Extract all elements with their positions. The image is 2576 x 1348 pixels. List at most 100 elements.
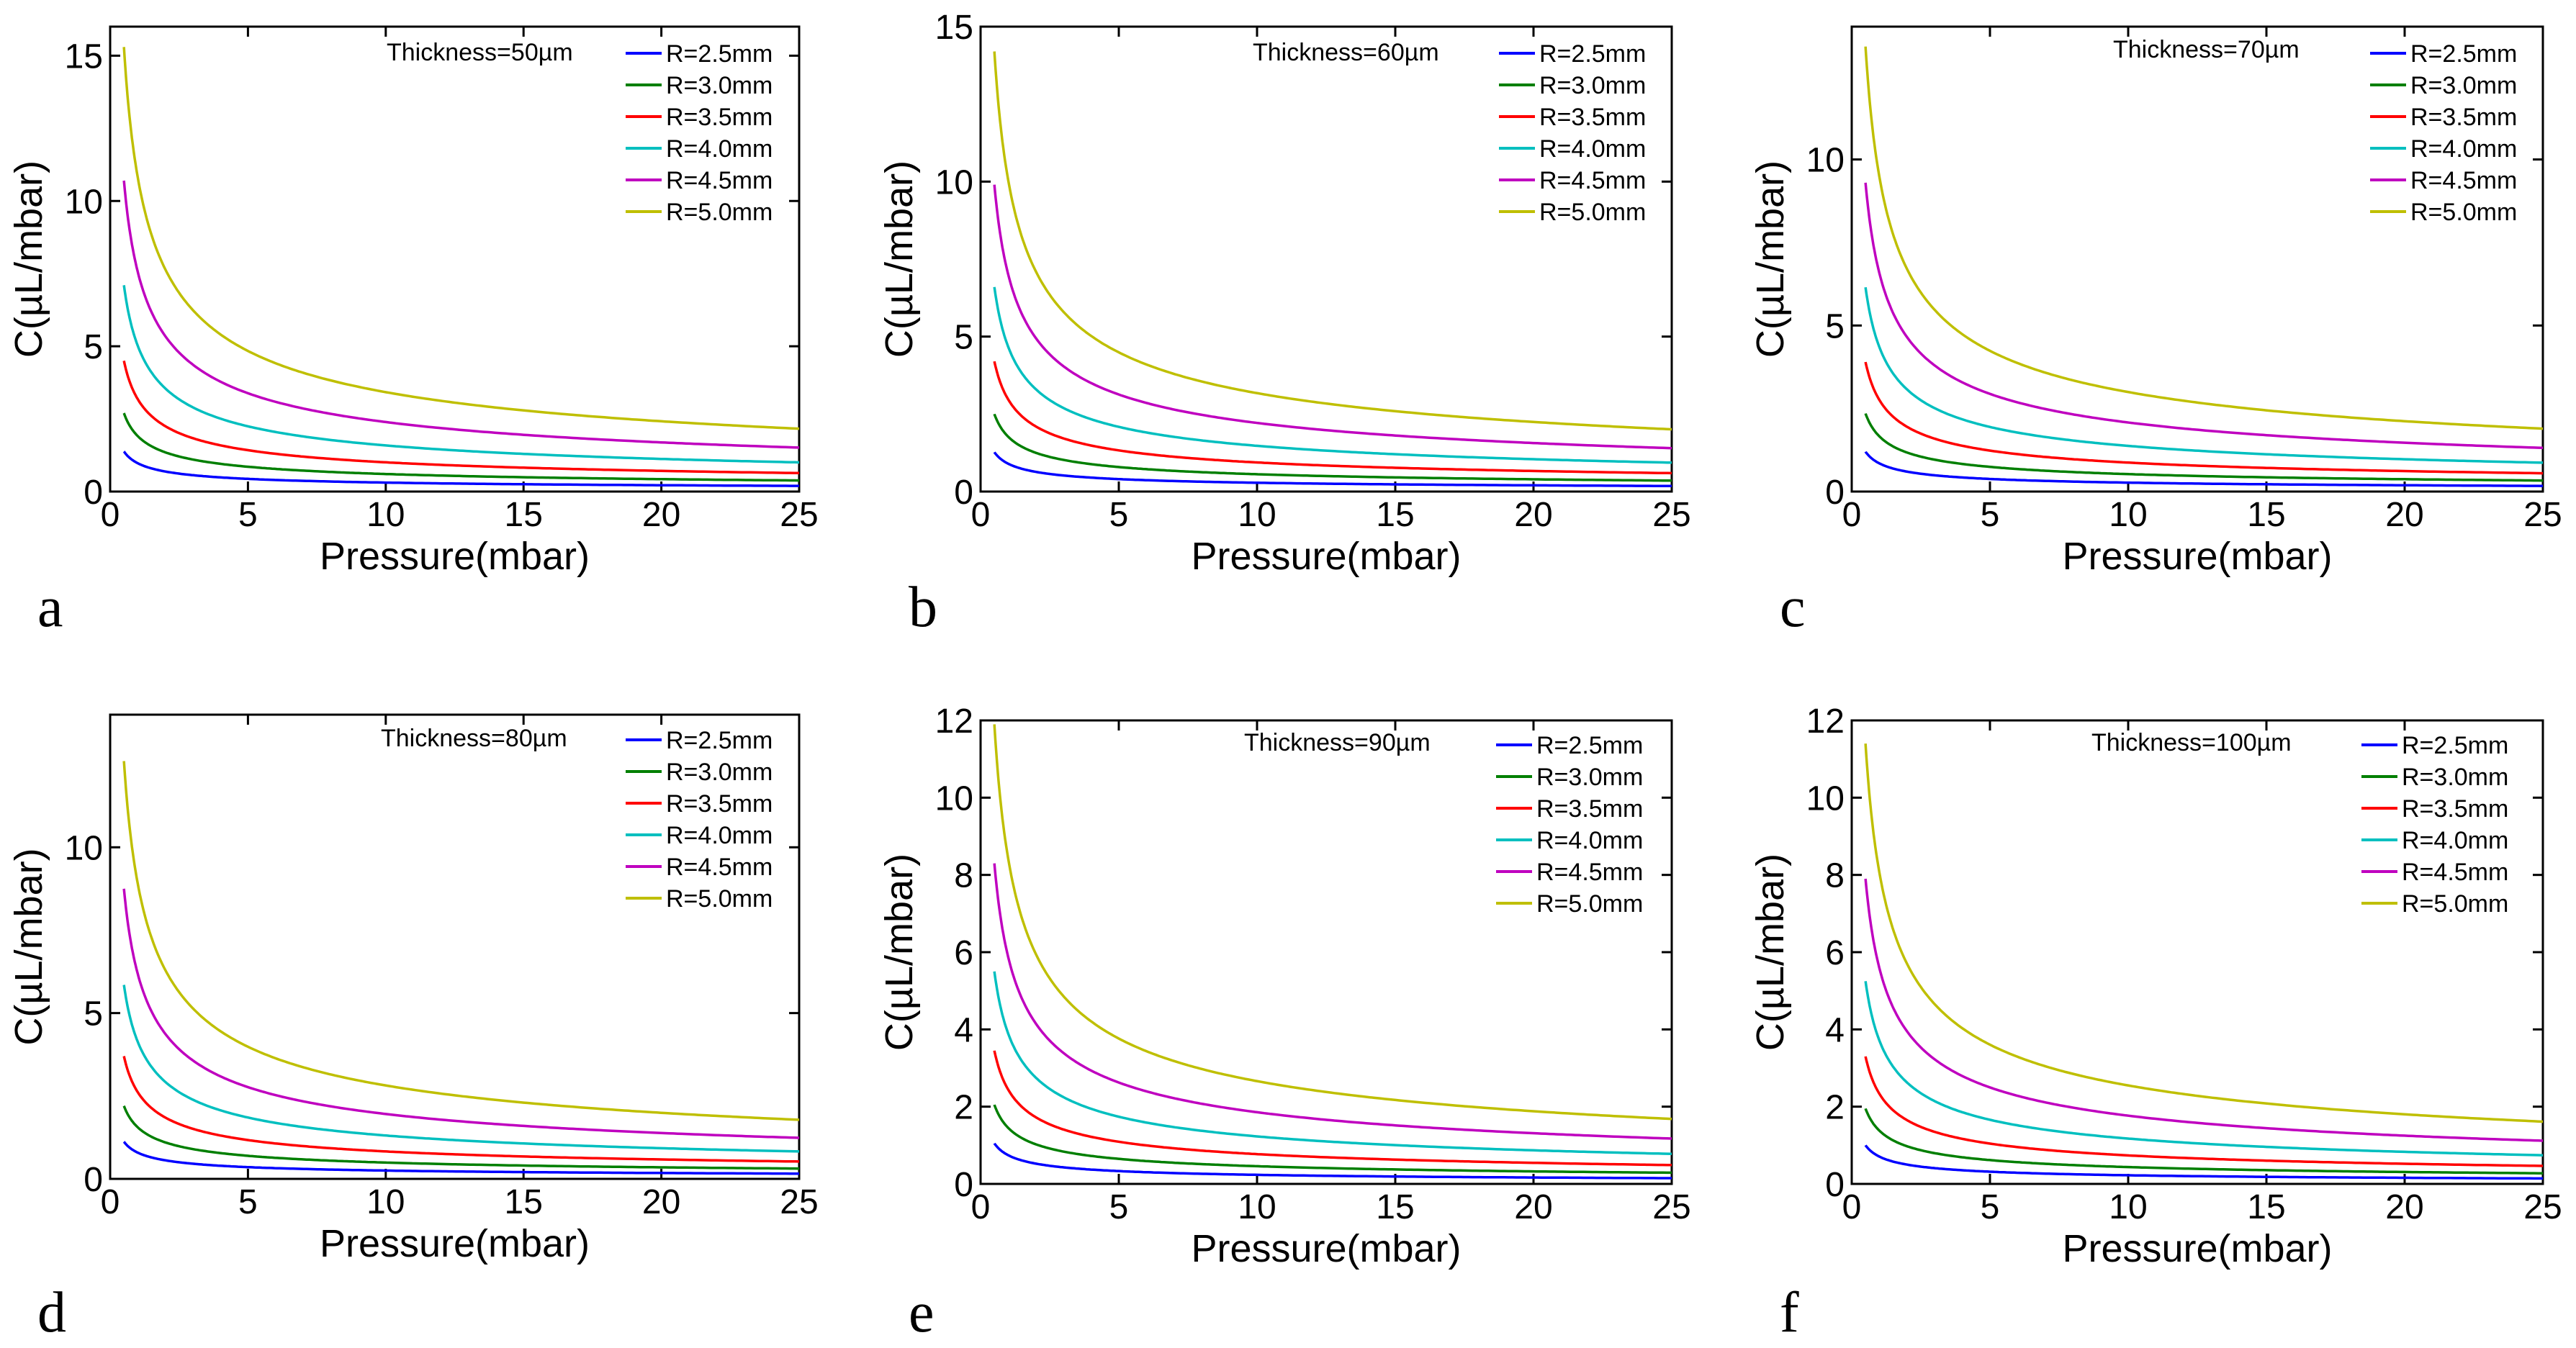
x-tick-label: 25 bbox=[1652, 496, 1690, 534]
y-tick-label: 6 bbox=[954, 934, 973, 972]
legend-entry: R=3.5mm bbox=[666, 104, 773, 131]
x-tick-label: 15 bbox=[2247, 496, 2285, 534]
y-axis-label: C(µL/mbar) bbox=[7, 848, 50, 1045]
x-axis-label: Pressure(mbar) bbox=[320, 535, 590, 578]
legend-entry: R=4.5mm bbox=[1536, 859, 1643, 886]
panel-letter: e bbox=[909, 1281, 935, 1344]
y-axis-label: C(µL/mbar) bbox=[7, 160, 50, 358]
x-tick-label: 5 bbox=[1981, 1188, 2000, 1226]
series-line-r-5-0mm bbox=[1864, 46, 2544, 430]
series-line-r-3-5mm bbox=[122, 360, 800, 475]
legend-entry: R=4.0mm bbox=[666, 135, 773, 163]
series-line-r-4-5mm bbox=[1864, 878, 2544, 1142]
y-tick-label: 0 bbox=[954, 474, 973, 512]
y-axis-label: C(µL/mbar) bbox=[1749, 854, 1792, 1051]
series-line-r-3-0mm bbox=[122, 412, 800, 482]
legend: R=2.5mm R=3.0mm R=3.5mm R=4.0mm R=4.5mm R=5.0… bbox=[626, 727, 773, 913]
legend: R=2.5mm R=3.0mm R=3.5mm R=4.0mm R=4.5mm R=5.0… bbox=[1499, 40, 1646, 226]
series-line-r-3-0mm bbox=[1864, 1108, 2543, 1175]
y-tick-label: 5 bbox=[84, 995, 103, 1033]
x-tick-label: 10 bbox=[1238, 496, 1276, 534]
x-tick-label: 5 bbox=[1109, 1188, 1129, 1226]
legend-entry: R=2.5mm bbox=[666, 40, 773, 68]
y-tick-label: 8 bbox=[1825, 857, 1845, 895]
legend-entry: R=3.5mm bbox=[2410, 104, 2517, 131]
series-line-r-2-5mm bbox=[993, 451, 1672, 488]
series-line-r-5-0mm bbox=[122, 761, 800, 1121]
x-axis-label: Pressure(mbar) bbox=[2062, 535, 2332, 578]
legend-entry: R=4.0mm bbox=[2410, 135, 2517, 163]
y-tick-label: 10 bbox=[65, 829, 103, 867]
y-tick-label: 5 bbox=[1825, 307, 1845, 345]
legend-entry: R=4.5mm bbox=[1539, 167, 1646, 194]
panel-letter: b bbox=[909, 576, 937, 639]
y-tick-label: 0 bbox=[84, 474, 103, 512]
x-tick-label: 25 bbox=[2523, 496, 2562, 534]
series-line-r-5-0mm bbox=[1864, 743, 2544, 1123]
x-tick-label: 15 bbox=[2247, 1188, 2285, 1226]
x-tick-label: 20 bbox=[642, 1183, 680, 1221]
y-tick-label: 4 bbox=[1825, 1011, 1845, 1049]
y-tick-label: 10 bbox=[1806, 779, 1845, 818]
legend-entry: R=3.0mm bbox=[2410, 72, 2517, 99]
y-axis-label: C(µL/mbar) bbox=[1749, 160, 1792, 358]
x-tick-label: 15 bbox=[1376, 1188, 1414, 1226]
x-tick-label: 0 bbox=[1842, 496, 1862, 534]
chart-panel-c: 0 5 10 15 20 250510Pressure(mbar)C(µL/mbar)Th… bbox=[1749, 25, 2562, 639]
series-line-r-4-0mm bbox=[122, 985, 800, 1153]
legend: R=2.5mm R=3.0mm R=3.5mm R=4.0mm R=4.5mm R=5.0… bbox=[2361, 732, 2508, 918]
legend-entry: R=4.5mm bbox=[666, 854, 773, 881]
axes-frame bbox=[109, 25, 801, 493]
series-line-r-2-5mm bbox=[122, 1141, 799, 1175]
x-tick-label: 5 bbox=[238, 496, 258, 534]
axes-frame bbox=[109, 713, 801, 1180]
legend-entry: R=2.5mm bbox=[1539, 40, 1646, 68]
x-axis-label: Pressure(mbar) bbox=[320, 1222, 590, 1265]
x-tick-label: 20 bbox=[2385, 1188, 2423, 1226]
y-tick-label: 15 bbox=[65, 37, 103, 76]
y-tick-label: 10 bbox=[935, 779, 973, 818]
chart-panel-a: 0 5 10 15 20 25051015Pressure(mbar)C(µL/mbar)… bbox=[7, 25, 819, 639]
series-line-r-4-5mm bbox=[1864, 182, 2544, 450]
legend-entry: R=5.0mm bbox=[666, 885, 773, 913]
series-line-r-5-0mm bbox=[993, 51, 1672, 431]
series-line-r-3-0mm bbox=[122, 1105, 800, 1170]
y-tick-label: 12 bbox=[1806, 702, 1845, 741]
thickness-annotation: Thickness=90µm bbox=[1244, 729, 1431, 756]
x-tick-label: 15 bbox=[505, 1183, 543, 1221]
panel-letter: f bbox=[1780, 1281, 1799, 1344]
x-tick-label: 10 bbox=[366, 1183, 405, 1221]
y-tick-label: 0 bbox=[84, 1161, 103, 1199]
x-tick-label: 25 bbox=[780, 1183, 818, 1221]
series-line-r-5-0mm bbox=[122, 47, 800, 430]
x-tick-label: 10 bbox=[2109, 1188, 2147, 1226]
x-tick-label: 0 bbox=[101, 496, 120, 534]
x-tick-label: 0 bbox=[971, 496, 991, 534]
panel-letter: d bbox=[37, 1281, 66, 1344]
legend-entry: R=3.0mm bbox=[666, 72, 773, 99]
series-line-r-3-5mm bbox=[1864, 361, 2544, 475]
series-line-r-2-5mm bbox=[1864, 451, 2544, 487]
legend-entry: R=3.5mm bbox=[1539, 104, 1646, 131]
legend-entry: R=3.0mm bbox=[1539, 72, 1646, 99]
x-tick-label: 0 bbox=[101, 1183, 120, 1221]
series-line-r-4-0mm bbox=[993, 286, 1672, 464]
legend-entry: R=3.0mm bbox=[666, 759, 773, 786]
panel-letter: a bbox=[37, 576, 63, 639]
y-tick-label: 0 bbox=[1825, 474, 1845, 512]
legend-entry: R=3.5mm bbox=[2402, 795, 2508, 823]
x-axis-label: Pressure(mbar) bbox=[1191, 1227, 1461, 1270]
series-line-r-4-5mm bbox=[122, 180, 800, 449]
series-line-r-3-5mm bbox=[122, 1056, 800, 1163]
x-axis-label: Pressure(mbar) bbox=[2062, 1227, 2332, 1270]
legend-entry: R=5.0mm bbox=[1536, 890, 1643, 918]
chart-panel-f: 0 5 10 15 20 25 0 2 4 6 8 10 12 Pressure(mbar) C(µL/mb… bbox=[1749, 702, 2562, 1344]
y-tick-label: 2 bbox=[954, 1089, 973, 1127]
series-line-r-5-0mm bbox=[993, 724, 1672, 1121]
legend-entry: R=4.0mm bbox=[2402, 827, 2508, 854]
series-line-r-2-5mm bbox=[122, 451, 799, 487]
series-line-r-2-5mm bbox=[1864, 1144, 2543, 1180]
y-tick-label: 5 bbox=[84, 328, 103, 366]
x-tick-label: 20 bbox=[642, 496, 680, 534]
